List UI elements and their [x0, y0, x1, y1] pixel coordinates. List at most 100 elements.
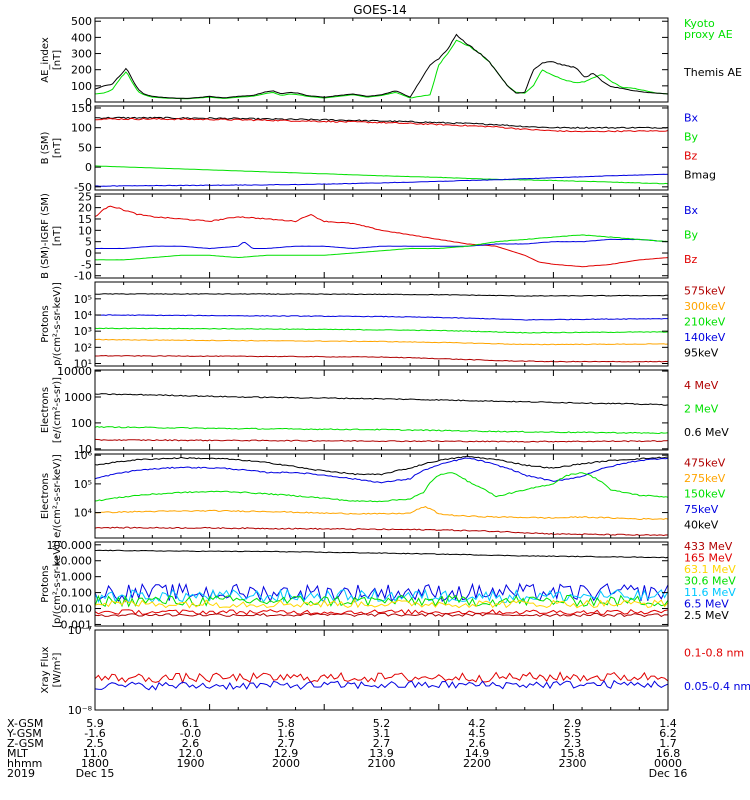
y-tick-label: 0.100	[61, 587, 93, 600]
panel-frame	[94, 193, 669, 279]
y-tick-label: 10⁴	[74, 309, 93, 322]
legend-entry: 0.1-0.8 nm	[684, 647, 744, 660]
legend-entry: 40keV	[684, 519, 719, 532]
xaxis-row-value: Dec 16	[649, 767, 688, 780]
series-kyoto-proxy-ae	[95, 39, 668, 100]
y-tick-label: 0.001	[61, 618, 93, 631]
y-tick-label: 100	[71, 417, 92, 430]
xaxis-row-value: 1.4	[659, 717, 677, 730]
series-300kev	[95, 314, 668, 321]
xaxis-row-value: Dec 15	[76, 767, 115, 780]
legend-entry: 275keV	[684, 472, 726, 485]
xaxis-row-value: 1900	[177, 757, 205, 770]
series-150kev	[95, 472, 668, 503]
y-tick-label: 150	[71, 102, 92, 115]
xaxis-row-y-gsm: Y-GSM -1.6 -0.0 1.6 3.1 4.5 5.5 6.2	[6, 727, 677, 740]
chart-title: GOES-14	[353, 3, 407, 17]
xaxis-row-value: 4.2	[468, 717, 486, 730]
y-tick-label: 15	[78, 213, 92, 226]
legend-entry: Bx	[684, 111, 699, 124]
xaxis-row-label: Z-GSM	[7, 737, 44, 750]
legend-entry: 300keV	[684, 300, 726, 313]
series-bmag	[95, 116, 668, 129]
xaxis-row-value: 5.9	[86, 717, 104, 730]
y-tick-label: 10	[78, 443, 92, 456]
xaxis-row-value: 5.8	[277, 717, 295, 730]
legend-entry: 75keV	[684, 503, 719, 516]
xaxis-row-value: 2.5	[86, 737, 104, 750]
series-bx	[95, 173, 668, 187]
series-2-5-mev	[95, 549, 668, 559]
y-tick-label: 5	[85, 236, 92, 249]
xaxis-row-value: 2.3	[564, 737, 582, 750]
y-tick-label: 10⁴	[74, 507, 93, 520]
xaxis-row-value: 1.7	[659, 737, 677, 750]
legend-entry: By	[684, 130, 699, 143]
series-0-05-0-4-nm	[95, 679, 668, 691]
legend-entry: 575keV	[684, 284, 726, 297]
legend-entry: 4 MeV	[684, 379, 719, 392]
y-tick-label: 50	[78, 141, 92, 154]
y-tick-label: -5	[81, 258, 92, 271]
y-axis-label: [W/m²]	[52, 652, 63, 687]
legend-entry: 210keV	[684, 316, 726, 329]
y-axis-label: AE_index	[40, 37, 51, 83]
y-axis-label: Protons	[40, 305, 51, 342]
series-by	[95, 165, 668, 185]
series-475kev	[95, 455, 668, 476]
y-tick-label: 10³	[74, 325, 92, 338]
y-axis-label: B (SM)	[40, 131, 51, 164]
xaxis-row-value: 6.2	[659, 727, 677, 740]
y-axis-label: B (SM)-IGRF (SM)	[40, 193, 51, 279]
y-tick-label: 0.010	[61, 603, 93, 616]
panel-xray: 10⁻⁸ 10⁻⁷ Xray Flux [W/m²] 0.1-0.8 nm 0.05-0.…	[40, 624, 750, 717]
xaxis-row-x-gsm: X-GSM 5.9 6.1 5.8 5.2 4.2 2.9 1.4	[7, 717, 677, 730]
legend-entry: 433 MeV	[684, 540, 733, 553]
legend-entry: 6.5 MeV	[684, 598, 729, 611]
y-tick-label: 100	[71, 80, 92, 93]
legend-entry: 140keV	[684, 331, 726, 344]
panel-protons: 10¹ 10² 10³ 10⁴ 10⁵ Protons p/(cm²-s-sr-keV)] 5…	[40, 281, 726, 370]
y-axis-label: Protons	[40, 565, 51, 602]
legend-entry: 150keV	[684, 488, 726, 501]
xaxis-row-value: 1800	[81, 757, 109, 770]
legend-entry: By	[684, 228, 699, 241]
xaxis-row-2019: 2019 Dec 15 Dec 16	[7, 767, 687, 780]
legend-entry: Bz	[684, 149, 698, 162]
xaxis-row-value: 3.1	[373, 727, 391, 740]
xaxis-row-value: 2.6	[182, 737, 200, 750]
y-tick-label: -10	[74, 270, 92, 283]
xaxis-row-value: 12.9	[274, 747, 299, 760]
y-tick-label: -50	[74, 181, 92, 194]
y-tick-label: 10000	[57, 365, 92, 378]
series-575kev	[95, 293, 668, 297]
y-axis-label: Xray Flux	[40, 646, 51, 693]
xaxis-row-label: hhmm	[7, 757, 42, 770]
y-tick-label: 10.000	[54, 555, 93, 568]
xaxis-row-value: 5.5	[564, 727, 582, 740]
y-tick-label: 1000	[64, 391, 92, 404]
legend-entry: Kyoto	[684, 17, 715, 30]
panel-protons_mev: 0.001 0.010 0.100 1.000 10.000 100.000 Protons…	[40, 539, 736, 632]
xaxis-row-value: 13.9	[369, 747, 394, 760]
series-165-mev	[95, 608, 668, 616]
y-axis-label: Electrons	[40, 387, 51, 433]
xaxis-row-value: 2.7	[277, 737, 295, 750]
series-210kev	[95, 327, 668, 334]
xaxis-row-value: 15.8	[560, 747, 585, 760]
series-30-6-mev	[95, 594, 668, 608]
xaxis-row-mlt: MLT 11.0 12.0 12.9 13.9 14.9 15.8 16.8	[7, 747, 680, 760]
y-axis-label: e/(cm²-s-sr-keV)]	[52, 454, 63, 538]
xaxis-row-value: 16.8	[656, 747, 681, 760]
xaxis-row-value: -0.0	[180, 727, 201, 740]
series-0-1-0-8-nm	[95, 671, 668, 684]
legend-entry: 30.6 MeV	[684, 575, 736, 588]
y-tick-label: 20	[78, 202, 92, 215]
y-tick-label: 300	[71, 48, 92, 61]
xaxis-row-value: 2100	[368, 757, 396, 770]
y-tick-label: 10²	[74, 341, 92, 354]
xaxis-row-label: X-GSM	[7, 717, 43, 730]
legend-entry: Bx	[684, 204, 699, 217]
y-axis-label: [nT]	[52, 138, 63, 158]
